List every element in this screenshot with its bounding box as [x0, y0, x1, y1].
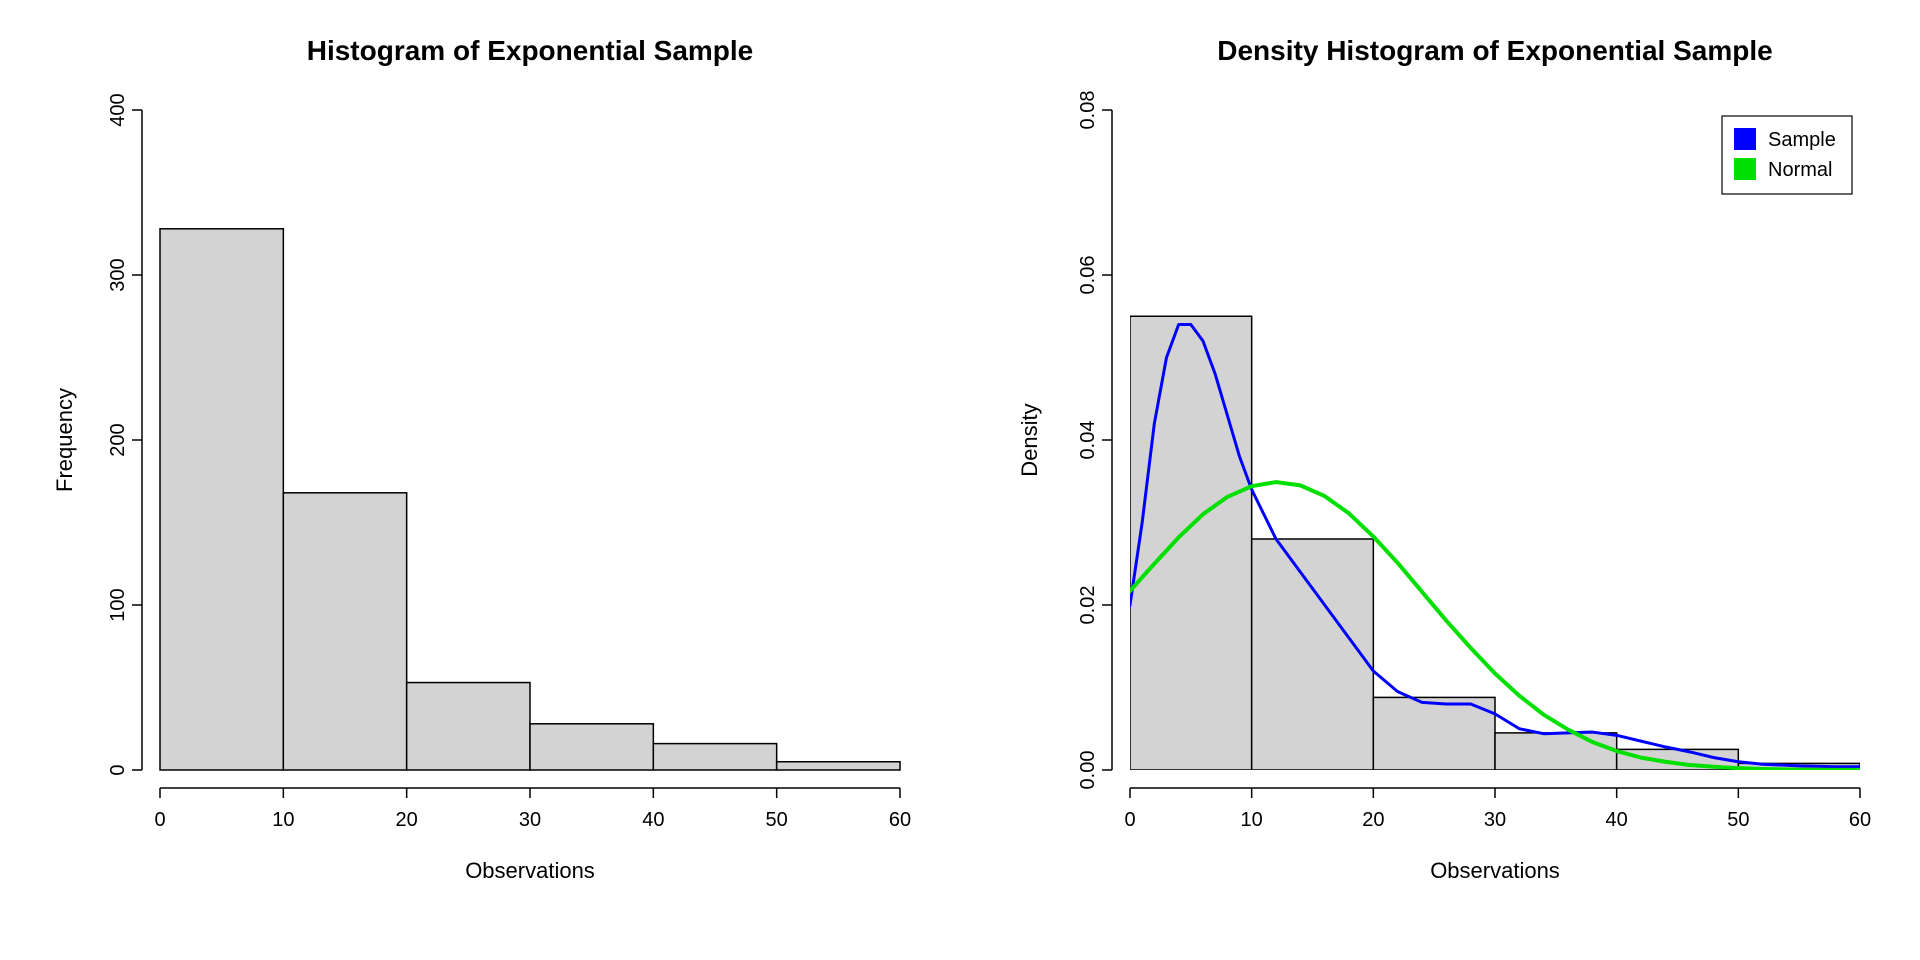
svg-text:0.00: 0.00 — [1077, 751, 1099, 790]
svg-text:Density: Density — [1017, 403, 1042, 476]
left-title: Histogram of Exponential Sample — [307, 35, 754, 66]
svg-text:30: 30 — [519, 809, 541, 831]
svg-text:300: 300 — [107, 258, 129, 291]
svg-text:Observations: Observations — [1430, 858, 1560, 883]
svg-text:20: 20 — [1362, 809, 1384, 831]
svg-text:Sample: Sample — [1768, 129, 1836, 151]
left-panel: Histogram of Exponential Sample 0 10 20 30 40… — [0, 0, 960, 960]
bar — [283, 493, 406, 770]
bar — [1495, 733, 1617, 770]
svg-text:400: 400 — [107, 93, 129, 126]
right-title: Density Histogram of Exponential Sample — [1217, 35, 1772, 66]
bar — [407, 683, 530, 770]
svg-text:200: 200 — [107, 423, 129, 456]
svg-text:10: 10 — [1241, 809, 1263, 831]
right-density-svg: Density Histogram of Exponential Sample 0… — [960, 0, 1920, 960]
svg-text:0.04: 0.04 — [1077, 421, 1099, 460]
bar — [1252, 539, 1374, 770]
svg-text:0: 0 — [107, 764, 129, 775]
svg-text:20: 20 — [396, 809, 418, 831]
svg-text:40: 40 — [1606, 809, 1628, 831]
svg-text:40: 40 — [642, 809, 664, 831]
legend: Sample Normal — [1722, 116, 1852, 194]
left-histogram-svg: Histogram of Exponential Sample 0 10 20 30 40… — [0, 0, 960, 960]
svg-text:10: 10 — [272, 809, 294, 831]
bar — [530, 724, 653, 770]
svg-text:60: 60 — [889, 809, 911, 831]
svg-text:Frequency: Frequency — [52, 388, 77, 492]
svg-text:60: 60 — [1849, 809, 1871, 831]
bar — [1373, 697, 1495, 770]
svg-text:100: 100 — [107, 588, 129, 621]
svg-text:Normal: Normal — [1768, 159, 1832, 181]
bar — [1130, 316, 1252, 770]
bar — [160, 229, 283, 770]
svg-text:0.06: 0.06 — [1077, 256, 1099, 295]
chart-container: Histogram of Exponential Sample 0 10 20 30 40… — [0, 0, 1920, 960]
right-panel: Density Histogram of Exponential Sample 0… — [960, 0, 1920, 960]
svg-text:50: 50 — [1727, 809, 1749, 831]
svg-text:0: 0 — [1124, 809, 1135, 831]
bar — [777, 762, 900, 770]
svg-text:50: 50 — [766, 809, 788, 831]
svg-text:0: 0 — [154, 809, 165, 831]
svg-text:0.08: 0.08 — [1077, 91, 1099, 130]
svg-text:30: 30 — [1484, 809, 1506, 831]
svg-text:0.02: 0.02 — [1077, 586, 1099, 625]
bar — [653, 744, 776, 770]
svg-text:Observations: Observations — [465, 858, 595, 883]
